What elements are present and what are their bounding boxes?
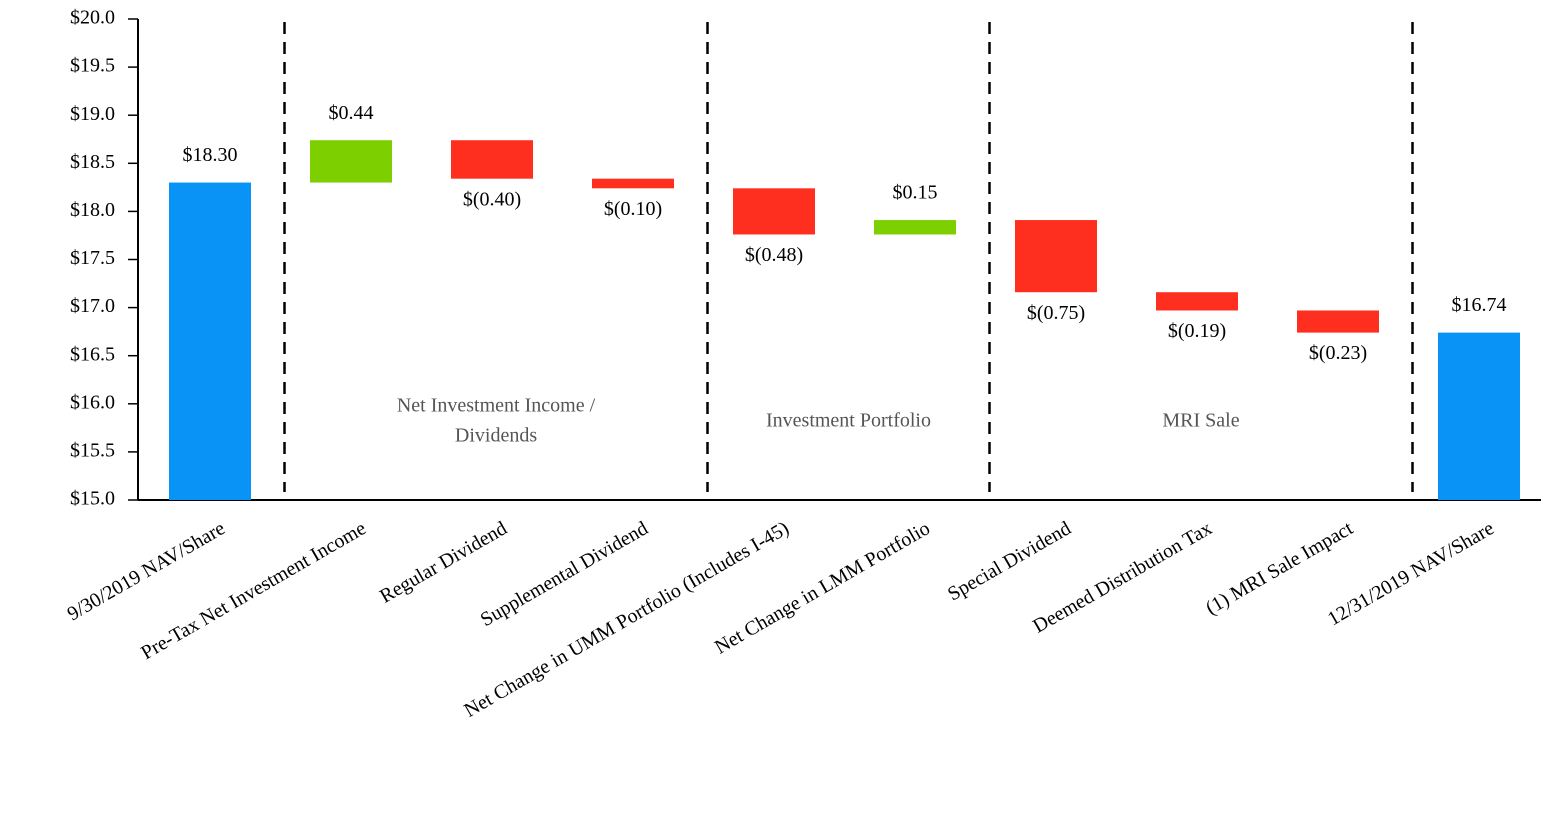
- bar: [451, 140, 533, 179]
- group-label: Investment Portfolio: [766, 410, 931, 432]
- bar: [169, 182, 251, 501]
- bar: [1156, 292, 1238, 311]
- bar: [1438, 332, 1520, 500]
- y-tick-label: $15.5: [70, 439, 115, 461]
- value-label: $16.74: [1452, 294, 1507, 316]
- x-tick-label: Pre-Tax Net Investment Income: [137, 517, 370, 664]
- y-tick-label: $17.0: [70, 295, 115, 317]
- value-label: $0.44: [329, 102, 374, 124]
- y-tick-label: $15.0: [70, 488, 115, 510]
- y-tick-label: $20.0: [70, 7, 115, 29]
- bar: [1015, 220, 1097, 293]
- value-label: $(0.10): [604, 198, 662, 220]
- value-label: $0.15: [893, 182, 938, 204]
- x-tick-label: Regular Dividend: [376, 517, 511, 607]
- y-tick-label: $16.5: [70, 343, 115, 365]
- y-tick-label: $18.0: [70, 199, 115, 221]
- y-tick-label: $19.5: [70, 55, 115, 77]
- x-tick-label: (1) MRI Sale Impact: [1202, 517, 1357, 619]
- y-tick-label: $19.0: [70, 103, 115, 125]
- value-label: $(0.23): [1309, 342, 1367, 364]
- bar: [310, 140, 392, 183]
- value-label: $(0.48): [745, 244, 803, 266]
- value-label: $(0.19): [1168, 320, 1226, 342]
- group-label: Net Investment Income /: [397, 395, 596, 417]
- y-tick-label: $17.5: [70, 247, 115, 269]
- bar: [733, 188, 815, 235]
- value-label: $18.30: [183, 144, 238, 166]
- bar: [592, 178, 674, 189]
- bar: [1297, 310, 1379, 333]
- value-label: $(0.40): [463, 188, 521, 210]
- y-tick-label: $16.0: [70, 391, 115, 413]
- bar: [874, 220, 956, 235]
- x-tick-label: Special Dividend: [944, 517, 1075, 605]
- y-tick-label: $18.5: [70, 151, 115, 173]
- value-label: $(0.75): [1027, 302, 1085, 324]
- group-label: Dividends: [455, 425, 537, 447]
- group-label: MRI Sale: [1162, 410, 1239, 432]
